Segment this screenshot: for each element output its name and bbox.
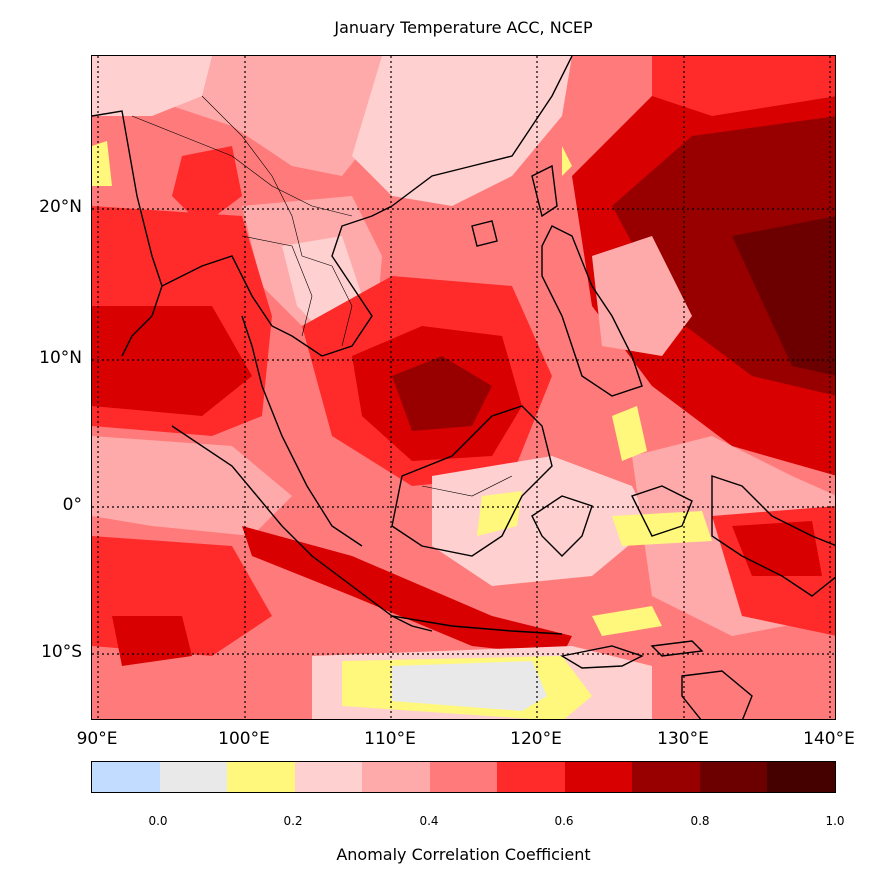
colorbar-segment (497, 762, 565, 792)
lon-label-110e: 110°E (364, 729, 416, 749)
contour-west-dark (92, 306, 252, 416)
colorbar-segment (92, 762, 160, 792)
lat-label-20n: 20°N (39, 197, 82, 217)
colorbar-tick: 0.2 (283, 814, 303, 828)
contour-south-gray (392, 661, 547, 711)
contour-yellow-2 (477, 491, 522, 536)
contour-yellow-6 (592, 606, 662, 636)
colorbar-segment (294, 762, 363, 792)
contour-yellow-1 (612, 406, 647, 461)
contour-yellow-5 (92, 141, 112, 186)
contour-west-belt (92, 436, 292, 536)
contour-yellow-4 (562, 146, 572, 176)
colorbar-segment (159, 762, 228, 792)
lat-label-0: 0° (62, 495, 82, 515)
colorbar-segment (699, 762, 768, 792)
colorbar-segment (429, 762, 498, 792)
gridlines (92, 56, 835, 719)
contour-scs-darker (392, 356, 492, 431)
map-panel (91, 55, 836, 720)
contour-java (242, 526, 572, 656)
colorbar-tick: 0.8 (690, 814, 710, 828)
lon-label-100e: 100°E (218, 729, 270, 749)
coastlines (92, 56, 835, 719)
colorbar (91, 761, 836, 793)
colorbar-tick: 0.6 (554, 814, 574, 828)
lon-label-130e: 130°E (657, 729, 709, 749)
contour-pacific-darkest (732, 216, 835, 376)
colorbar-segment (227, 762, 295, 792)
contour-nw-dark (172, 146, 242, 226)
lon-label-120e: 120°E (510, 729, 562, 749)
contour-nw-light (92, 56, 212, 116)
contour-pacific-north (652, 56, 835, 116)
acc-contour-map (92, 56, 835, 719)
colorbar-label: Anomaly Correlation Coefficient (336, 845, 591, 864)
contour-yellow-3 (612, 511, 712, 546)
map-title: January Temperature ACC, NCEP (334, 18, 593, 37)
colorbar-segment (564, 762, 633, 792)
lat-label-10s: 10°S (41, 642, 82, 662)
colorbar-segment (767, 762, 836, 792)
colorbar-tick: 1.0 (825, 814, 845, 828)
contour-south-china (352, 56, 572, 206)
colorbar-tick: 0.0 (148, 814, 168, 828)
lon-label-140e: 140°E (803, 729, 855, 749)
colorbar-segment (362, 762, 430, 792)
colorbar-segment (632, 762, 700, 792)
lon-label-90e: 90°E (76, 729, 118, 749)
country-borders (131, 95, 513, 497)
colorbar-tick: 0.4 (419, 814, 439, 828)
lat-label-10n: 10°N (39, 348, 82, 368)
